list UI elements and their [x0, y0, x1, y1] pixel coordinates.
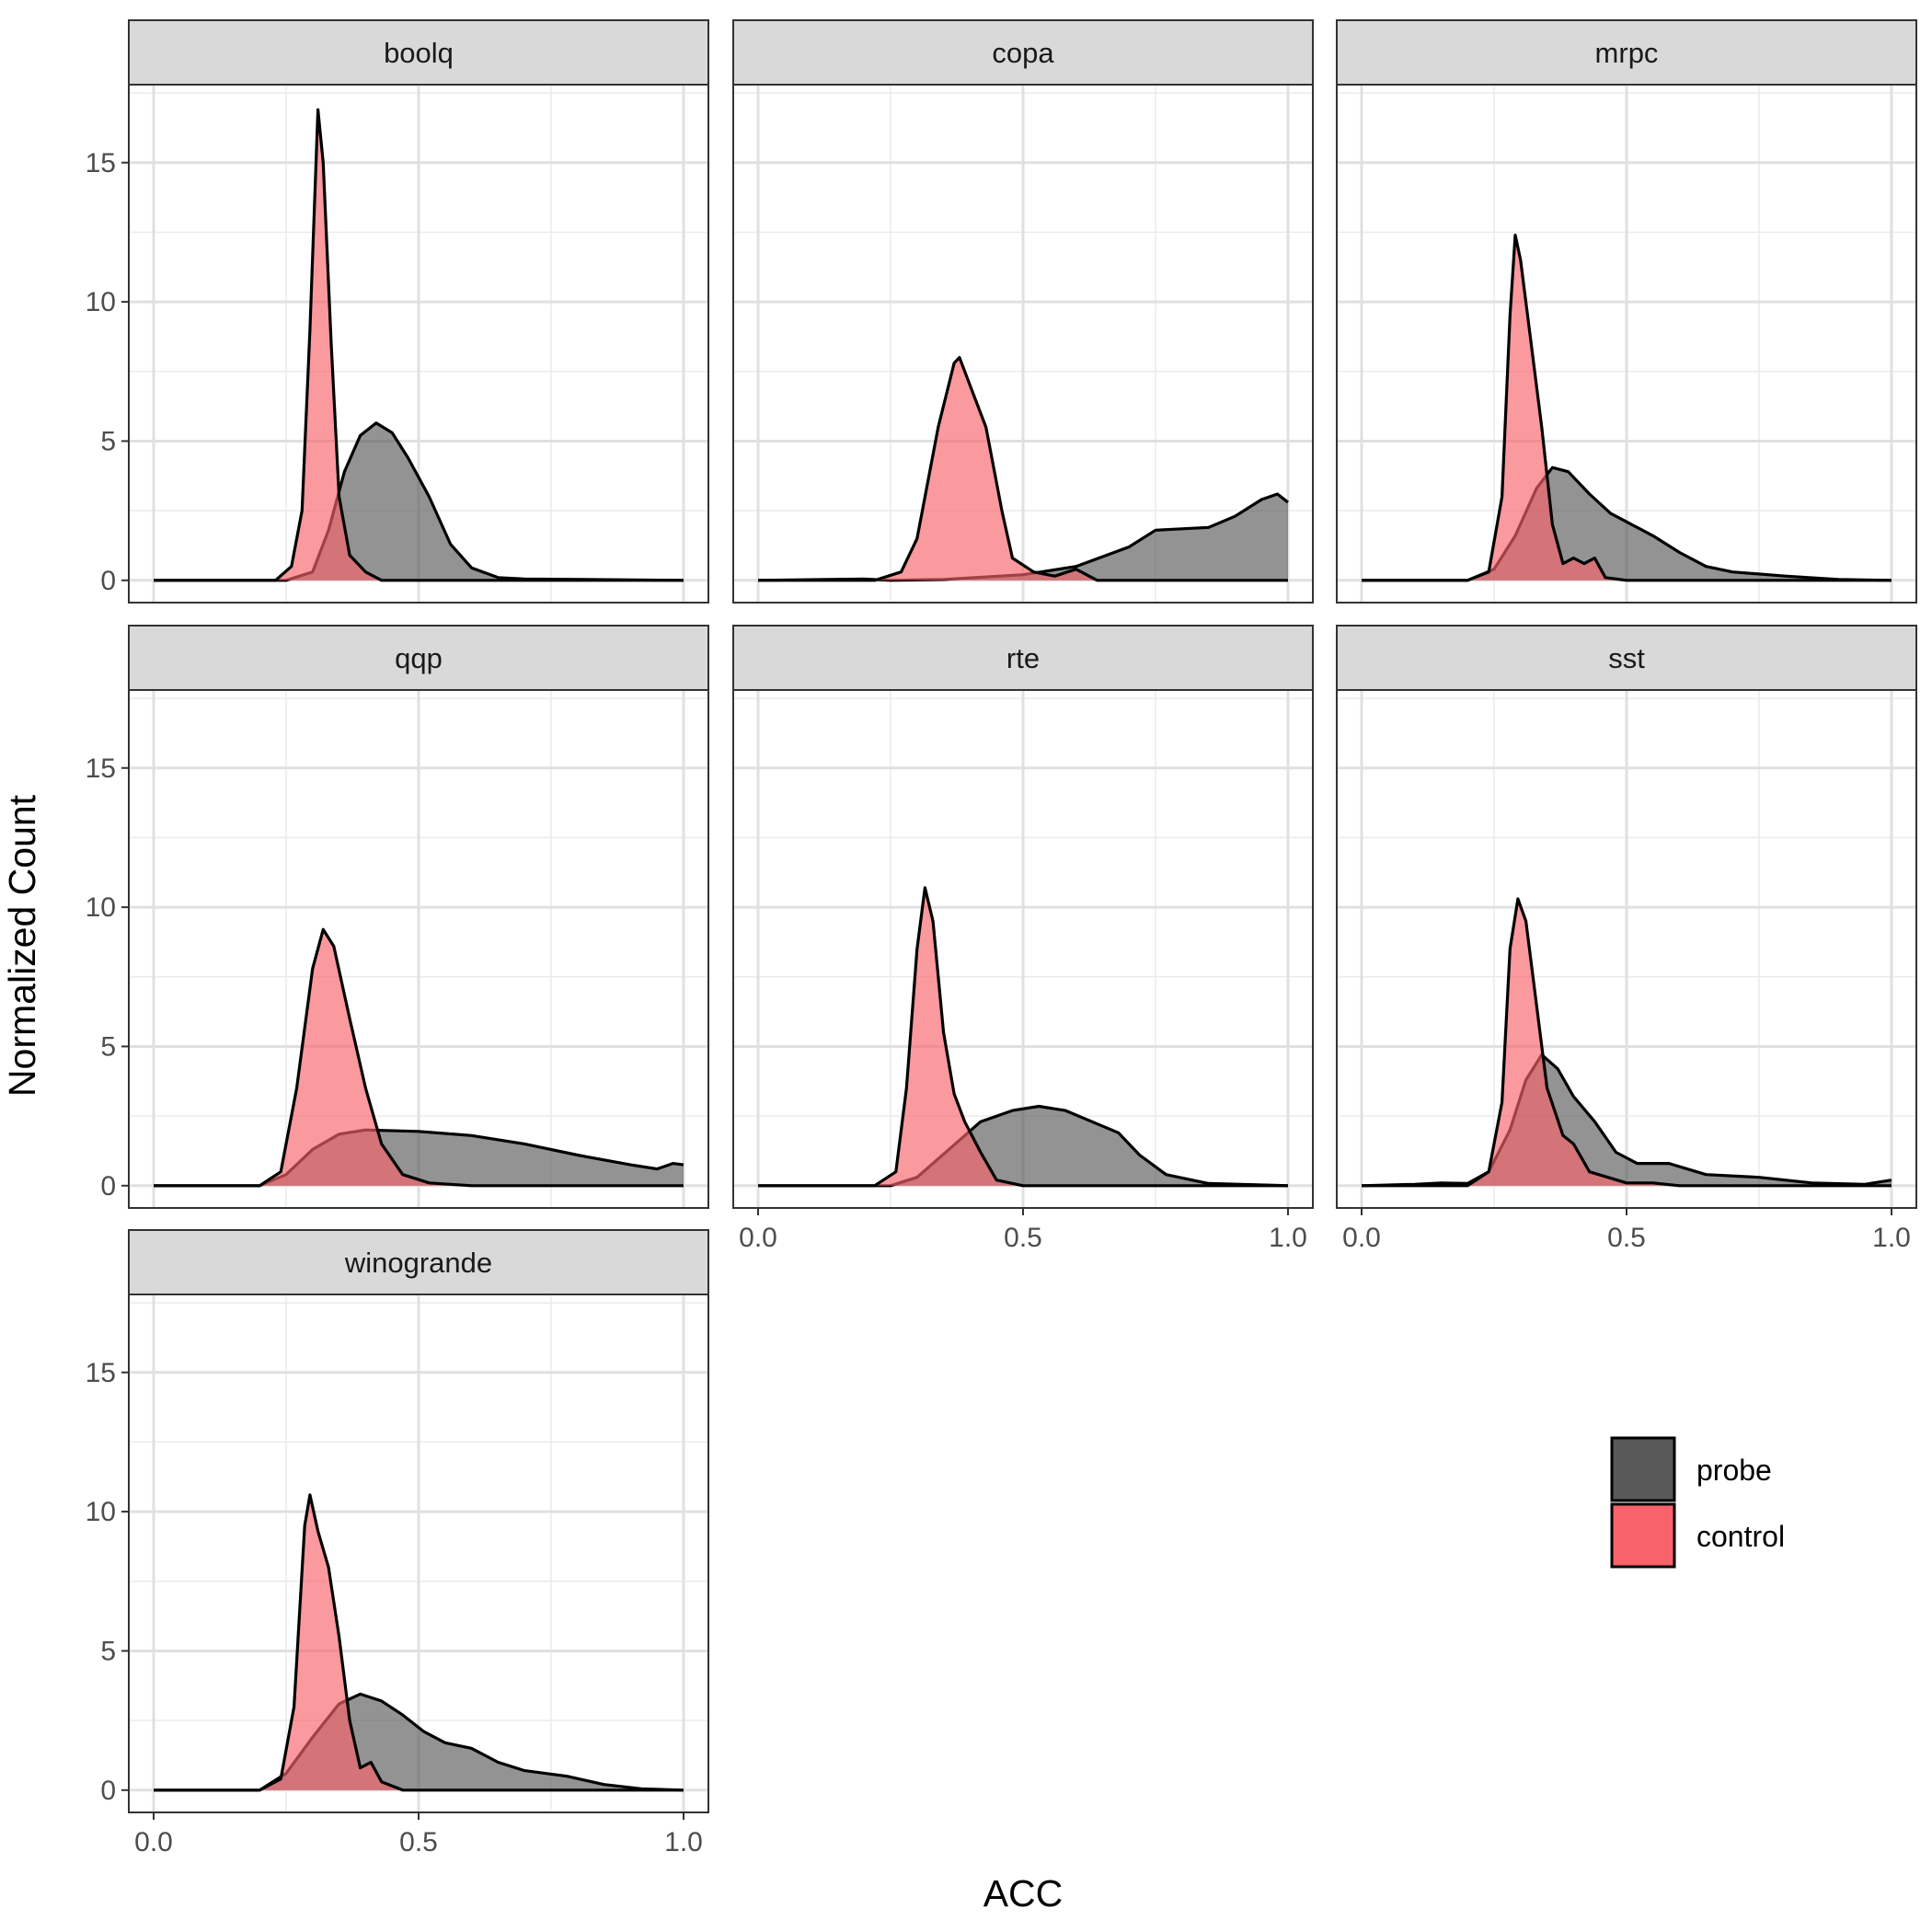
density-line-control — [154, 927, 684, 1188]
density-area-probe — [758, 494, 1288, 581]
density-area-probe — [154, 1694, 684, 1790]
facet-panel-copa: copa — [732, 19, 1314, 604]
facet-strip — [128, 625, 709, 691]
y-tick-label: 10 — [86, 892, 116, 923]
facet-panel-rte: rte 0.0 0.5 1.0 — [732, 625, 1314, 1253]
density-area-probe — [154, 1130, 684, 1186]
facet-label: copa — [992, 37, 1054, 69]
facet-panel-qqp: qqp 0 5 10 15 — [86, 625, 709, 1209]
facet-panel-winogrande: winogrande 0 5 10 15 0.0 0.5 1.0 — [86, 1229, 709, 1857]
y-tick-label: 10 — [86, 1497, 116, 1527]
facet-label: mrpc — [1595, 37, 1659, 69]
density-line-control — [1362, 233, 1892, 582]
legend-key-probe — [1610, 1436, 1676, 1502]
legend-key-control — [1610, 1502, 1676, 1569]
density-line-control — [758, 886, 1288, 1188]
facet-label: winogrande — [344, 1247, 492, 1279]
x-tick-label: 0.0 — [134, 1827, 173, 1857]
y-tick-label: 15 — [86, 1358, 116, 1388]
y-axis-title: Normalized Count — [1, 794, 43, 1097]
facet-strip — [128, 19, 709, 86]
panels-group: boolq 0 5 10 15 copa mrpc qqp 0 5 10 15 rte 0.0 0.5 1.0… — [86, 19, 1917, 1857]
density-area-probe — [1362, 467, 1892, 581]
y-tick-label: 5 — [100, 1031, 116, 1062]
legend-label-probe: probe — [1696, 1454, 1772, 1487]
density-line-control — [154, 108, 684, 582]
y-tick-label: 0 — [100, 1171, 116, 1202]
facet-label: rte — [1006, 642, 1040, 674]
x-tick-label: 0.0 — [739, 1223, 777, 1253]
density-area-probe — [758, 1106, 1288, 1186]
y-tick-label: 5 — [100, 1636, 116, 1666]
facet-panel-boolq: boolq 0 5 10 15 — [86, 19, 709, 604]
facet-label: boolq — [384, 37, 454, 69]
facet-strip — [732, 19, 1314, 86]
x-tick-label: 1.0 — [664, 1827, 703, 1857]
x-tick-label: 0.0 — [1342, 1223, 1381, 1253]
y-tick-label: 5 — [100, 426, 116, 456]
density-area-probe — [154, 422, 684, 581]
x-tick-label: 0.5 — [399, 1827, 438, 1857]
legend: probe control — [1610, 1436, 1785, 1569]
legend-label-control: control — [1696, 1520, 1785, 1553]
facet-strip — [128, 1229, 709, 1295]
x-axis-title: ACC — [983, 1872, 1064, 1915]
facet-label: qqp — [395, 642, 443, 674]
facet-panel-sst: sst 0.0 0.5 1.0 — [1336, 625, 1917, 1253]
y-tick-label: 15 — [86, 753, 116, 784]
facet-strip — [1336, 19, 1917, 86]
x-tick-label: 0.5 — [1607, 1223, 1646, 1253]
x-tick-label: 1.0 — [1269, 1223, 1307, 1253]
y-tick-label: 0 — [100, 1776, 116, 1806]
density-line-control — [1362, 897, 1892, 1188]
y-tick-label: 0 — [100, 566, 116, 596]
y-tick-label: 10 — [86, 287, 116, 317]
facet-label: sst — [1608, 642, 1645, 674]
facet-panel-mrpc: mrpc — [1336, 19, 1917, 604]
y-tick-label: 15 — [86, 148, 116, 178]
density-line-probe — [1361, 1052, 1892, 1188]
density-line-control — [758, 356, 1288, 582]
x-tick-label: 0.5 — [1004, 1223, 1042, 1253]
density-line-control — [154, 1493, 684, 1792]
facet-strip — [1336, 625, 1917, 691]
x-tick-label: 1.0 — [1872, 1223, 1911, 1253]
facet-strip — [732, 625, 1314, 691]
